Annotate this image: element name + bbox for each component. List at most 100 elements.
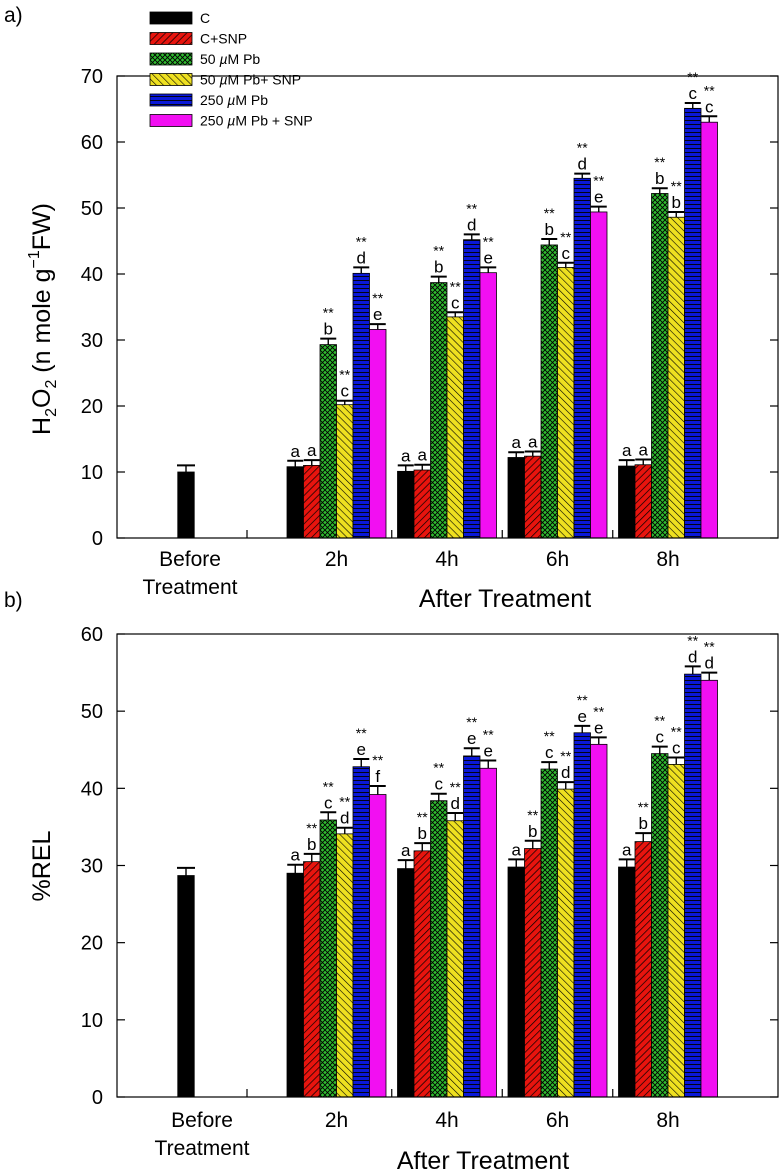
chart-b-bar-before bbox=[177, 875, 195, 1098]
chart-b-sig-mark: ** bbox=[671, 723, 682, 739]
chart-b-sig-mark: ** bbox=[450, 779, 461, 795]
chart-a-letter: a bbox=[639, 440, 649, 459]
legend-label-c: C bbox=[200, 10, 210, 26]
chart-a-xtick-label: 2h bbox=[325, 548, 348, 571]
chart-a-sig-mark: ** bbox=[433, 243, 444, 259]
chart-b-letter: c bbox=[656, 728, 665, 747]
chart-a-letter: c bbox=[451, 293, 460, 312]
chart-b-ylabel: %REL bbox=[28, 830, 56, 901]
panel-label-a: a) bbox=[4, 4, 23, 27]
chart-b-ytick-label: 40 bbox=[81, 778, 103, 800]
chart-a-sig-mark: ** bbox=[483, 233, 494, 249]
chart-a-before-label-1: Before bbox=[159, 548, 221, 571]
chart-b-letter: a bbox=[512, 840, 522, 859]
chart-a-sig-mark: ** bbox=[704, 82, 715, 98]
chart-b-bar-c-snp-4h bbox=[413, 850, 431, 1098]
chart-b-ytick-label: 60 bbox=[81, 624, 103, 646]
chart-a-letter: b bbox=[434, 258, 443, 277]
chart-a-bar-50-m-pb-4h bbox=[430, 282, 448, 539]
chart-b-ytick-label: 20 bbox=[81, 933, 103, 955]
chart-a-bar-50-m-pb-snp-8h bbox=[667, 216, 685, 539]
chart-a-sig-mark: ** bbox=[577, 140, 588, 156]
chart-a-letter: e bbox=[484, 248, 493, 267]
chart-b-before-label-1: Before bbox=[171, 1109, 233, 1132]
chart-b-letter: b bbox=[528, 822, 537, 841]
chart-b-xtick-label: 8h bbox=[656, 1109, 679, 1132]
chart-a-letter: d bbox=[467, 215, 476, 234]
chart-a-bar-250-m-pb-snp-4h bbox=[479, 272, 497, 539]
panel-label-b: b) bbox=[4, 589, 23, 612]
chart-a-sig-mark: ** bbox=[687, 69, 698, 85]
chart-a-ytick-label: 0 bbox=[92, 528, 103, 550]
chart-b-bar-c-snp-8h bbox=[634, 841, 652, 1098]
chart-b-letter: d bbox=[688, 647, 697, 666]
chart-a-letter: c bbox=[341, 382, 350, 401]
chart-b-bar-c-snp-2h bbox=[303, 861, 321, 1098]
chart-b-letter: d bbox=[451, 794, 460, 813]
chart-b-bar-c-4h bbox=[397, 868, 415, 1098]
chart-b-sig-mark: ** bbox=[306, 820, 317, 836]
legend-label-250-m-pb-snp: 250 µM Pb + SNP bbox=[200, 113, 313, 129]
chart-b-letter: a bbox=[401, 841, 411, 860]
chart-a-bar-50-m-pb-2h bbox=[319, 344, 337, 539]
chart-a-letter: a bbox=[401, 446, 411, 465]
legend-swatch-50-m-pb bbox=[149, 52, 193, 66]
chart-a-sig-mark: ** bbox=[339, 367, 350, 383]
chart-a-letter: a bbox=[528, 433, 538, 452]
chart-b-letter: a bbox=[622, 840, 632, 859]
chart-b-bar-250-m-pb-8h bbox=[684, 673, 702, 1098]
chart-b-bar-250-m-pb-6h bbox=[573, 732, 591, 1098]
chart-b-letter: e bbox=[594, 718, 603, 737]
chart-a-bar-c-8h bbox=[618, 465, 636, 539]
chart-b-bar-250-m-pb-snp-4h bbox=[479, 767, 497, 1098]
chart-b-bar-50-m-pb-6h bbox=[540, 768, 558, 1098]
chart-b-letter: b bbox=[307, 835, 316, 854]
chart-a-bar-50-m-pb-8h bbox=[651, 193, 669, 539]
chart-a-bar-50-m-pb-snp-6h bbox=[557, 266, 575, 539]
chart-a-letter: e bbox=[594, 188, 603, 207]
chart-a-ticks: 0 10 20 30 40 50 60 70 bbox=[81, 66, 778, 550]
chart-a-letter: a bbox=[622, 441, 632, 460]
chart-a-sig-mark: ** bbox=[450, 278, 461, 294]
chart-b-sig-mark: ** bbox=[433, 760, 444, 776]
chart-a-bar-50-m-pb-snp-4h bbox=[446, 316, 464, 539]
chart-a-ytick-label: 50 bbox=[81, 198, 103, 220]
chart-b-letter: d bbox=[561, 763, 570, 782]
chart-b-bar-50-m-pb-8h bbox=[651, 753, 669, 1098]
legend-label-50-m-pb-snp: 50 µM Pb+ SNP bbox=[200, 72, 301, 88]
chart-b-bar-c-snp-6h bbox=[524, 848, 542, 1098]
chart-a-bar-250-m-pb-6h bbox=[573, 177, 591, 539]
chart-a-letter: c bbox=[562, 244, 571, 263]
chart-a-sig-mark: ** bbox=[654, 154, 665, 170]
legend-label-250-m-pb: 250 µM Pb bbox=[200, 92, 268, 108]
chart-a-letter: b bbox=[545, 220, 554, 239]
chart-a-bar-c-2h bbox=[286, 466, 304, 539]
chart-b-bar-50-m-pb-2h bbox=[319, 819, 337, 1098]
chart-b-letter: a bbox=[291, 846, 301, 865]
chart-b-sig-mark: ** bbox=[417, 809, 428, 825]
chart-b-bar-250-m-pb-4h bbox=[463, 755, 481, 1098]
chart-b-sig-mark: ** bbox=[483, 727, 494, 743]
chart-a-letter: a bbox=[307, 441, 317, 460]
chart-b-sig-mark: ** bbox=[560, 748, 571, 764]
chart-a-letter: b bbox=[324, 320, 333, 339]
chart-b-sig-mark: ** bbox=[339, 794, 350, 810]
chart-a-xtick-label: 4h bbox=[435, 548, 458, 571]
chart-b-sig-mark: ** bbox=[593, 703, 604, 719]
chart-b-letter: c bbox=[545, 743, 554, 762]
chart-b-letter: e bbox=[484, 742, 493, 761]
chart-a-sig-mark: ** bbox=[323, 305, 334, 321]
chart-a-bar-c-4h bbox=[397, 470, 415, 539]
chart-b-letter: c bbox=[672, 738, 681, 757]
chart-a-sig-mark: ** bbox=[372, 290, 383, 306]
chart-b-letter: e bbox=[357, 740, 366, 759]
chart-a-bar-250-m-pb-snp-6h bbox=[590, 211, 608, 539]
chart-b-bar-250-m-pb-snp-2h bbox=[369, 794, 387, 1098]
legend-swatch-c bbox=[149, 11, 193, 25]
chart-b-sig-mark: ** bbox=[466, 714, 477, 730]
chart-a-sig-mark: ** bbox=[671, 178, 682, 194]
chart-a-letter: a bbox=[512, 433, 522, 452]
